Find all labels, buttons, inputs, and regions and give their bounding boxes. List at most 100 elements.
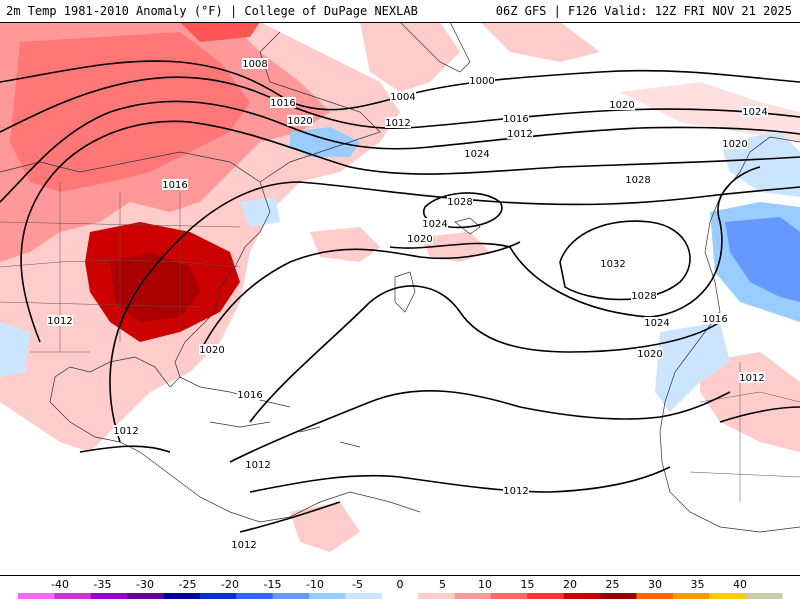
colorbar-segment (418, 593, 456, 599)
isobar-label-bg (231, 539, 257, 550)
isobar-label: 1012 (113, 426, 138, 437)
colorbar-legend: -40 -35 -30 -25 -20 -15 -10 -5 0 5 10 15 20 25 30 35 40 (0, 575, 800, 601)
isobar-label-bg (245, 459, 271, 470)
colorbar-segment (345, 593, 383, 599)
isobar-label-bg (503, 485, 529, 496)
isobar-label-bg (287, 115, 313, 126)
colorbar-segment (454, 593, 492, 599)
isobar-label-bg (407, 233, 433, 244)
colorbar-tick-label: 30 (648, 578, 662, 591)
coastlines (0, 22, 800, 533)
isobar-label-bg (507, 128, 533, 139)
colorbar-segment (199, 593, 237, 599)
colorbar-segment (309, 593, 346, 599)
isobar-label: 1020 (722, 139, 747, 150)
isobar-label: 1032 (600, 259, 625, 270)
map-svg: 1008 1000 1004 1016 1020 1012 1016 1020 1024 1012… (0, 22, 800, 552)
isobar-label: 1016 (237, 390, 262, 401)
isobar-label-bg (390, 91, 416, 102)
isobar-label-bg (47, 315, 73, 326)
isobar-label-bg (162, 179, 188, 190)
isobar-label: 1020 (199, 345, 224, 356)
colorbar-tick-label: 40 (733, 578, 747, 591)
colorbar-segment (127, 593, 165, 599)
isobar-label-bg (722, 138, 748, 149)
isobar-lines (0, 60, 800, 533)
isobar-label-bg (637, 348, 663, 359)
isobar-labels: 1008 1000 1004 1016 1020 1012 1016 1020 1024 1012… (47, 58, 768, 551)
isobar-label-bg (385, 117, 411, 128)
isobar-label-bg (625, 174, 651, 185)
isobar-label: 1012 (245, 460, 270, 471)
colorbar-tick-label: 10 (478, 578, 492, 591)
political-borders (0, 182, 800, 502)
isobar-label: 1028 (625, 175, 650, 186)
isobar-label: 1024 (742, 107, 767, 118)
colorbar-tick-label: -20 (221, 578, 239, 591)
isobar-label: 1000 (469, 76, 494, 87)
isobar-label: 1016 (270, 98, 295, 109)
isobar-label: 1028 (447, 197, 472, 208)
colorbar-tick-label: 20 (563, 578, 577, 591)
map-header: 2m Temp 1981-2010 Anomaly (°F) | College… (0, 0, 800, 23)
isobar-label: 1012 (47, 316, 72, 327)
isobar-label: 1016 (503, 114, 528, 125)
colorbar-segment (490, 593, 528, 599)
isobar-label-bg (422, 218, 448, 229)
isobar-label: 1004 (390, 92, 415, 103)
isobar-label-bg (600, 258, 626, 269)
colorbar-svg: -40 -35 -30 -25 -20 -15 -10 -5 0 5 10 15 20 25 30 35 40 (18, 578, 783, 599)
colorbar-tick-label: -40 (51, 578, 69, 591)
isobar-label-bg (237, 389, 263, 400)
colorbar-segment (672, 593, 710, 599)
colorbar-segment (709, 593, 747, 599)
warm-anomaly-shading (0, 22, 800, 552)
colorbar-segment (636, 593, 674, 599)
isobar-label: 1020 (609, 100, 634, 111)
isobar-label-bg (469, 75, 495, 86)
colorbar-tick-label: -10 (306, 578, 324, 591)
isobar-label: 1012 (739, 373, 764, 384)
isobar-label-bg (447, 196, 473, 207)
colorbar-tick-label: 15 (521, 578, 535, 591)
header-title: 2m Temp 1981-2010 Anomaly (°F) | College… (6, 4, 418, 18)
colorbar-tick-label: -35 (94, 578, 112, 591)
isobar-label-bg (609, 99, 635, 110)
colorbar-segment (236, 593, 274, 599)
isobar-label: 1016 (162, 180, 187, 191)
isobar-label-bg (270, 97, 296, 108)
colorbar-segment (163, 593, 201, 599)
isobar-label-bg (199, 344, 225, 355)
colorbar-tick-label: 5 (439, 578, 446, 591)
colorbar-tick-label: -30 (136, 578, 154, 591)
header-valid-time: 06Z GFS | F126 Valid: 12Z FRI NOV 21 202… (495, 4, 792, 18)
colorbar-tick-label: -25 (179, 578, 197, 591)
colorbar-tick-label: 25 (606, 578, 620, 591)
colorbar-segment (600, 593, 637, 599)
isobar-label: 1016 (702, 314, 727, 325)
colorbar-segment (745, 593, 783, 599)
isobar-label: 1012 (385, 118, 410, 129)
isobar-label: 1020 (407, 234, 432, 245)
colorbar-segment (54, 593, 92, 599)
isobar-label-bg (113, 425, 139, 436)
map-area: 1008 1000 1004 1016 1020 1012 1016 1020 1024 1012… (0, 22, 800, 575)
isobar-label-bg (742, 106, 768, 117)
colorbar-segment (90, 593, 128, 599)
colorbar-segment (272, 593, 310, 599)
isobar-label: 1008 (242, 59, 267, 70)
colorbar-tick-label: 0 (397, 578, 404, 591)
isobar-label-bg (702, 313, 728, 324)
isobar-label: 1012 (503, 486, 528, 497)
isobar-label-bg (242, 58, 268, 69)
colorbar-segment (381, 593, 419, 599)
colorbar-tick-label: 35 (691, 578, 705, 591)
isobar-label: 1028 (631, 291, 656, 302)
colorbar-segment (18, 593, 55, 599)
isobar-label: 1024 (422, 219, 447, 230)
isobar-label: 1024 (464, 149, 489, 160)
colorbar-tick-label: -15 (264, 578, 282, 591)
isobar-label-bg (503, 113, 529, 124)
colorbar-segment (563, 593, 601, 599)
